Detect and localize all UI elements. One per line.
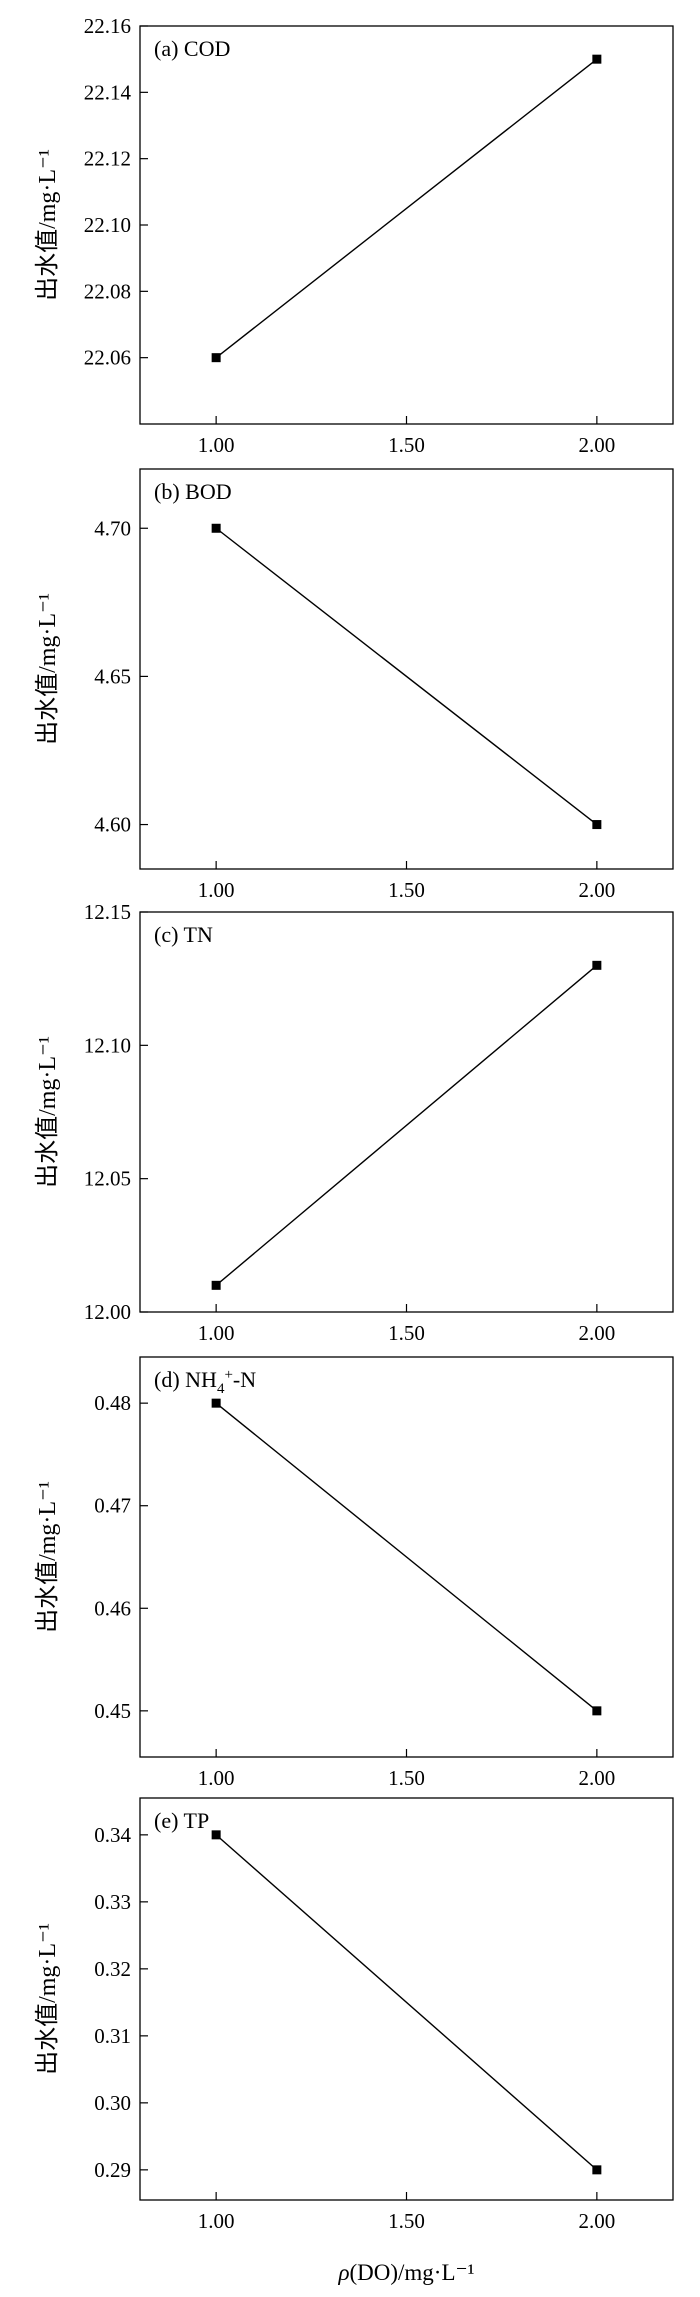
data-point [592, 2165, 602, 2175]
panel-5: 0.29 0.30 0.31 0.32 0.33 0.34 1.00 1.50 2.00 (e) … [34, 1797, 674, 2233]
y-axis-label: 出水值/mg·L⁻¹ [34, 1036, 61, 1188]
data-point [592, 54, 602, 64]
y-tick-label: 0.31 [94, 2024, 131, 2048]
x-tick-label: 1.00 [198, 2209, 235, 2233]
x-tick-label: 2.00 [578, 433, 615, 457]
y-tick-label: 12.05 [84, 1167, 131, 1191]
y-tick-label: 12.00 [84, 1300, 131, 1324]
data-point [592, 820, 602, 830]
y-tick-label: 22.12 [84, 147, 131, 171]
data-point [211, 1398, 221, 1408]
x-tick-label: 1.50 [388, 1321, 425, 1345]
y-axis-label: 出水值/mg·L⁻¹ [34, 593, 61, 745]
y-tick-label: 12.15 [84, 900, 131, 924]
y-tick-label: 22.16 [84, 14, 131, 38]
series-line [215, 527, 598, 826]
panel-2: 4.60 4.65 4.70 1.00 1.50 2.00 (b) BOD 出水值/mg·L⁻… [34, 468, 674, 902]
panel-label: (c) TN [154, 922, 213, 947]
data-point [211, 1830, 221, 1840]
x-tick-label: 1.00 [198, 878, 235, 902]
y-tick-label: 0.48 [94, 1391, 131, 1415]
y-tick-label: 0.32 [94, 1957, 131, 1981]
y-tick-label: 4.65 [94, 664, 131, 688]
y-tick-label: 0.30 [94, 2091, 131, 2115]
panel-label: (a) COD [154, 36, 230, 61]
y-axis-label: 出水值/mg·L⁻¹ [34, 1923, 61, 2075]
y-tick-label: 0.34 [94, 1823, 131, 1847]
y-tick-label: 4.70 [94, 516, 131, 540]
x-tick-label: 2.00 [578, 1321, 615, 1345]
series-line [215, 58, 598, 359]
y-axis-label: 出水值/mg·L⁻¹ [34, 1481, 61, 1633]
y-tick-label: 4.60 [94, 813, 131, 837]
x-tick-label: 2.00 [578, 1766, 615, 1790]
y-tick-label: 0.45 [94, 1699, 131, 1723]
y-tick-label: 0.29 [94, 2158, 131, 2182]
series-line [215, 1834, 598, 2171]
x-tick-label: 1.50 [388, 2209, 425, 2233]
x-tick-label: 1.50 [388, 433, 425, 457]
x-tick-label: 1.00 [198, 433, 235, 457]
y-tick-label: 0.46 [94, 1596, 131, 1620]
data-point [211, 1280, 221, 1290]
x-tick-label: 1.50 [388, 878, 425, 902]
y-tick-label: 0.33 [94, 1890, 131, 1914]
x-tick-label: 1.00 [198, 1766, 235, 1790]
panel-1: 22.06 22.08 22.10 22.12 22.14 22.16 1.00 1.50 2.… [34, 14, 674, 457]
x-tick-label: 2.00 [578, 878, 615, 902]
y-tick-label: 0.47 [94, 1494, 131, 1518]
plot-frame [139, 25, 674, 425]
x-tick-label: 1.00 [198, 1321, 235, 1345]
panel-4: 0.45 0.46 0.47 0.48 1.00 1.50 2.00 (d) NH4+-N 出水… [34, 1356, 674, 1790]
panel-3: 12.00 12.05 12.10 12.15 1.00 1.50 2.00 (c) TN 出水… [34, 900, 674, 1345]
y-tick-label: 12.10 [84, 1033, 131, 1057]
y-tick-label: 22.14 [84, 80, 132, 104]
series-line [215, 1402, 598, 1712]
x-axis-label: ρ(DO)/mg·L⁻¹ [337, 2260, 474, 2285]
data-point [592, 960, 602, 970]
data-point [592, 1706, 602, 1716]
data-point [211, 353, 221, 363]
panel-label: (d) NH4+-N [154, 1367, 256, 1397]
y-tick-label: 22.10 [84, 213, 131, 237]
panel-label: (e) TP [154, 1808, 209, 1833]
data-point [211, 523, 221, 533]
plot-frame [139, 911, 674, 1313]
y-axis-label: 出水值/mg·L⁻¹ [34, 149, 61, 301]
y-tick-label: 22.08 [84, 279, 131, 303]
series-line [215, 964, 598, 1286]
x-tick-label: 1.50 [388, 1766, 425, 1790]
plot-frame [139, 1797, 674, 2201]
x-tick-label: 2.00 [578, 2209, 615, 2233]
panel-label: (b) BOD [154, 479, 232, 504]
y-tick-label: 22.06 [84, 346, 131, 370]
